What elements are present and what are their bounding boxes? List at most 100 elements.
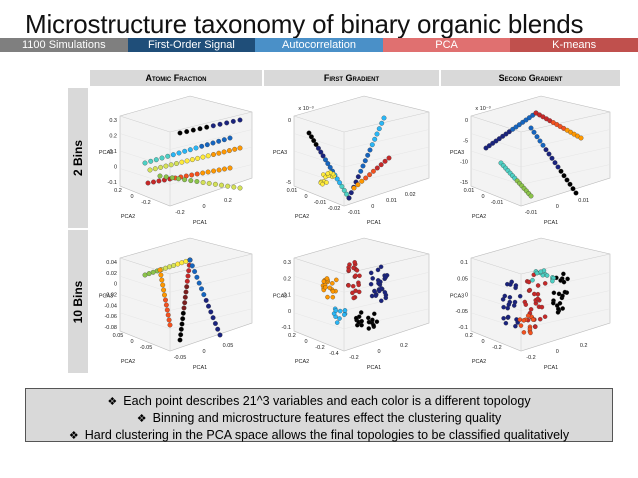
scatter-point <box>151 179 156 185</box>
nav-item-kmeans[interactable]: K-means <box>510 38 638 52</box>
nav-item-first-order-signal[interactable]: First-Order Signal <box>127 38 256 52</box>
axis-tick-label: -0.2 <box>315 345 324 351</box>
scatter-point <box>367 147 373 153</box>
axis-tick-label: -0.2 <box>349 355 358 361</box>
scatter-point <box>381 115 387 121</box>
plot-cube-frame <box>470 237 611 352</box>
scatter-point <box>193 145 199 151</box>
scatter-point <box>356 282 361 288</box>
scatter-point <box>183 258 189 264</box>
scatter-point <box>544 273 550 278</box>
scatter-point <box>351 265 356 271</box>
scatter-point <box>379 298 384 304</box>
scatter-point <box>342 312 347 317</box>
axis-tick-label: 0 <box>481 339 484 345</box>
scatter-point <box>176 176 181 182</box>
scatter-point <box>378 264 384 270</box>
scatter-point <box>561 271 566 277</box>
axis-tick-label: 0 <box>556 204 559 210</box>
scatter-point <box>334 176 340 182</box>
scatter-point <box>539 304 545 310</box>
scatter-point <box>330 294 336 300</box>
plot-gridline <box>119 168 171 185</box>
scatter-point <box>189 263 195 269</box>
nav-item-autocorrelation[interactable]: Autocorrelation <box>255 38 383 52</box>
nav-item-simulations[interactable]: 1100 Simulations <box>0 38 128 52</box>
scatter-point <box>386 155 392 161</box>
scatter-point <box>339 184 345 189</box>
scatter-point <box>556 291 562 297</box>
axis-tick-label: -0.2 <box>492 345 501 351</box>
axis-tick-label: -0.01 <box>525 210 538 216</box>
scatter-point <box>530 277 535 283</box>
scatter-point <box>210 123 216 129</box>
scatter-point <box>215 326 221 332</box>
axis-tick-label: -5 <box>286 180 291 186</box>
scatter-point <box>505 314 511 320</box>
plot-gridline <box>119 312 171 329</box>
scatter-point <box>165 153 171 159</box>
axis-label-pca3: PCA3 <box>450 294 464 300</box>
axis-tick-label: -0.1 <box>282 325 291 331</box>
scatter-point <box>350 283 356 289</box>
axis-tick-label: -0.1 <box>459 325 468 331</box>
plot-gridline <box>343 290 430 311</box>
axis-tick-label: 0.1 <box>283 293 291 299</box>
scatter-point <box>327 164 333 170</box>
scatter-point <box>526 115 532 121</box>
scatter-point <box>531 129 537 135</box>
scatter-point <box>341 187 347 193</box>
scatter-point <box>534 270 540 276</box>
scatter-point <box>533 324 538 330</box>
scatter-point <box>535 296 541 302</box>
scatter-point <box>184 158 190 164</box>
scatter-point <box>212 181 218 187</box>
axis-tick-label: -0.05 <box>455 309 468 315</box>
scatter-point <box>171 263 177 268</box>
axis-tick-label: 0.2 <box>400 343 408 349</box>
axis-tick-label: -0.2 <box>175 210 184 216</box>
scatter-point <box>323 285 328 290</box>
scatter-point <box>372 136 378 142</box>
axis-tick-label: 0.01 <box>386 198 397 204</box>
scatter-point <box>383 274 388 280</box>
scatter-point <box>500 297 506 302</box>
nav-item-pca[interactable]: PCA <box>382 38 511 52</box>
scatter-point <box>359 318 364 324</box>
axis-tick-label: -0.02 <box>328 206 341 212</box>
axis-label-pca1: PCA1 <box>544 220 558 226</box>
scatter-point <box>368 270 374 276</box>
scatter-point <box>344 191 350 197</box>
scatter-point <box>537 316 543 322</box>
scatter-point <box>189 157 195 163</box>
scatter-point <box>163 302 169 308</box>
scatter-point <box>177 130 183 136</box>
axis-tick-label: 0 <box>114 165 117 171</box>
scatter-point <box>145 180 151 186</box>
scatter-point <box>376 281 381 286</box>
axis-tick-label: 0.02 <box>106 271 117 277</box>
scatter-point <box>369 293 375 299</box>
scatter-point <box>176 150 182 156</box>
scatter-point <box>201 292 207 298</box>
scatter-point <box>363 175 369 181</box>
plot-gridline <box>343 146 430 168</box>
scatter-point <box>549 155 555 161</box>
scatter-point <box>486 143 492 149</box>
scatter-point <box>358 168 364 174</box>
axis-tick-label: 0.01 <box>464 188 475 194</box>
scatter-point <box>182 300 188 306</box>
axis-tick-label: 0 <box>371 204 374 210</box>
plot-first-gradient-2-bins: 0 -5 0.01 0 -0.01 -0.02 -0.01 0 0.01 0.02 PCA3 PCA2… <box>264 88 439 228</box>
scatter-point <box>324 276 330 281</box>
scatter-point <box>153 157 159 163</box>
scatter-point <box>368 281 374 287</box>
scatter-point <box>562 289 568 295</box>
scatter-point <box>159 155 165 161</box>
scatter-point <box>200 170 206 176</box>
plot-cube-frame <box>119 237 253 352</box>
axis-label-pca3: PCA3 <box>450 150 464 156</box>
axis-tick-label: 0 <box>130 194 133 200</box>
scatter-point <box>337 180 343 186</box>
scatter-point <box>354 268 360 273</box>
